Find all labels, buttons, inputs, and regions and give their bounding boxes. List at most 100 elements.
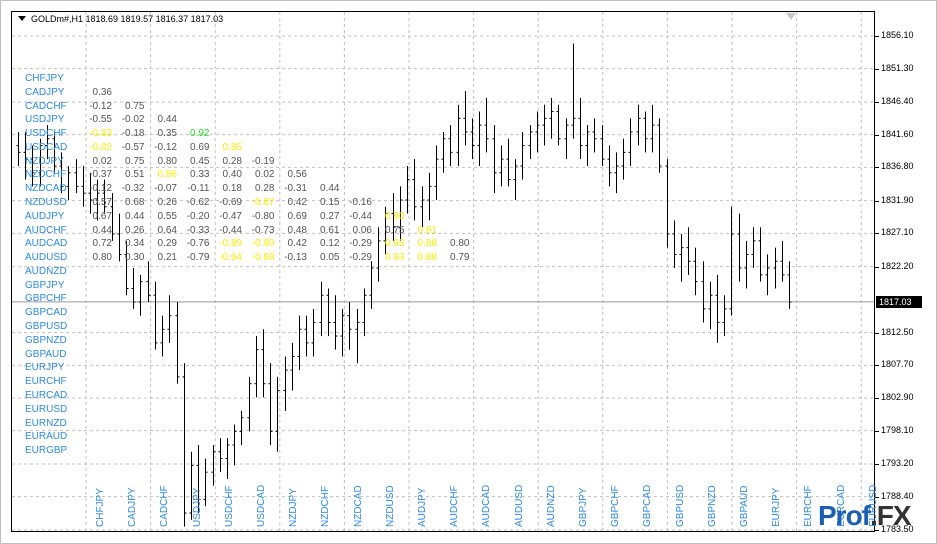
ohlc-bar[interactable] bbox=[110, 193, 115, 241]
ohlc-bar[interactable] bbox=[513, 159, 518, 200]
ohlc-bar[interactable] bbox=[571, 43, 576, 139]
ohlc-bar[interactable] bbox=[679, 234, 684, 282]
ohlc-bar[interactable] bbox=[708, 281, 713, 330]
ohlc-bar[interactable] bbox=[578, 97, 583, 160]
ohlc-bar[interactable] bbox=[167, 295, 172, 343]
chart-area[interactable] bbox=[11, 11, 875, 532]
ohlc-bar[interactable] bbox=[499, 145, 504, 187]
ohlc-bar[interactable] bbox=[520, 131, 525, 180]
ohlc-bar[interactable] bbox=[369, 261, 374, 309]
ohlc-bar[interactable] bbox=[600, 125, 605, 166]
ohlc-bar[interactable] bbox=[650, 104, 655, 153]
ohlc-bar[interactable] bbox=[441, 131, 446, 173]
ohlc-bar[interactable] bbox=[398, 186, 403, 241]
ohlc-bar[interactable] bbox=[124, 240, 129, 296]
ohlc-bar[interactable] bbox=[542, 104, 547, 146]
ohlc-bar[interactable] bbox=[470, 118, 475, 160]
ohlc-bar[interactable] bbox=[787, 261, 792, 309]
ohlc-bar[interactable] bbox=[412, 159, 417, 221]
ohlc-bar[interactable] bbox=[66, 165, 71, 200]
ohlc-bar[interactable] bbox=[102, 179, 107, 214]
ohlc-bar[interactable] bbox=[592, 118, 597, 153]
ohlc-bar[interactable] bbox=[456, 104, 461, 166]
ohlc-bar[interactable] bbox=[607, 145, 612, 187]
ohlc-bar[interactable] bbox=[146, 261, 151, 303]
ohlc-bar[interactable] bbox=[614, 152, 619, 194]
ohlc-bar[interactable] bbox=[153, 281, 158, 350]
chart-shift-marker-icon[interactable] bbox=[786, 13, 796, 20]
ohlc-bar[interactable] bbox=[477, 111, 482, 166]
ohlc-bar[interactable] bbox=[117, 213, 122, 262]
ohlc-bar[interactable] bbox=[628, 118, 633, 166]
ohlc-bar[interactable] bbox=[729, 206, 734, 316]
ohlc-bar[interactable] bbox=[247, 376, 252, 432]
ohlc-bar[interactable] bbox=[744, 240, 749, 289]
ohlc-bar[interactable] bbox=[448, 125, 453, 166]
ohlc-bar[interactable] bbox=[737, 213, 742, 282]
ohlc-bar[interactable] bbox=[30, 145, 35, 187]
ohlc-bar[interactable] bbox=[218, 438, 223, 473]
ohlc-bar[interactable] bbox=[182, 363, 187, 527]
ohlc-bar[interactable] bbox=[506, 138, 511, 187]
ohlc-bar[interactable] bbox=[297, 315, 302, 371]
ohlc-bar[interactable] bbox=[715, 274, 720, 343]
ohlc-bar[interactable] bbox=[74, 159, 79, 194]
ohlc-bar[interactable] bbox=[376, 227, 381, 282]
ohlc-bar[interactable] bbox=[686, 227, 691, 275]
ohlc-bar[interactable] bbox=[420, 186, 425, 228]
ohlc-bar[interactable] bbox=[38, 138, 43, 187]
symbol-header[interactable]: GOLDm#,H1 1818.69 1819.57 1816.37 1817.0… bbox=[18, 14, 223, 24]
ohlc-bar[interactable] bbox=[196, 444, 201, 513]
ohlc-bar[interactable] bbox=[45, 125, 50, 160]
ohlc-bar[interactable] bbox=[672, 220, 677, 269]
ohlc-bar[interactable] bbox=[722, 295, 727, 337]
ohlc-bar[interactable] bbox=[434, 145, 439, 200]
ohlc-bar[interactable] bbox=[621, 138, 626, 180]
ohlc-bar[interactable] bbox=[549, 97, 554, 139]
ohlc-bar[interactable] bbox=[492, 125, 497, 194]
ohlc-bar[interactable] bbox=[556, 104, 561, 146]
ohlc-bar[interactable] bbox=[758, 227, 763, 282]
ohlc-bar[interactable] bbox=[283, 356, 288, 411]
ohlc-bar[interactable] bbox=[780, 240, 785, 282]
ohlc-bar[interactable] bbox=[189, 451, 194, 520]
ohlc-bar[interactable] bbox=[160, 315, 165, 357]
ohlc-bar[interactable] bbox=[225, 438, 230, 479]
ohlc-bar[interactable] bbox=[355, 308, 360, 364]
ohlc-bar[interactable] bbox=[268, 363, 273, 445]
ohlc-bar[interactable] bbox=[528, 125, 533, 160]
ohlc-bar[interactable] bbox=[693, 247, 698, 296]
ohlc-bar[interactable] bbox=[643, 111, 648, 153]
ohlc-bar[interactable] bbox=[326, 288, 331, 337]
ohlc-bar[interactable] bbox=[131, 268, 136, 309]
ohlc-bar[interactable] bbox=[765, 254, 770, 296]
ohlc-bar[interactable] bbox=[585, 125, 590, 166]
ohlc-bar[interactable] bbox=[16, 131, 21, 166]
ohlc-bar[interactable] bbox=[138, 274, 143, 316]
ohlc-bar[interactable] bbox=[239, 410, 244, 445]
ohlc-bar[interactable] bbox=[564, 118, 569, 160]
ohlc-bar[interactable] bbox=[391, 193, 396, 241]
ohlc-bar[interactable] bbox=[751, 227, 756, 269]
ohlc-bar[interactable] bbox=[636, 104, 641, 146]
ohlc-bar[interactable] bbox=[290, 342, 295, 391]
ohlc-bar[interactable] bbox=[463, 91, 468, 146]
ohlc-bar[interactable] bbox=[203, 458, 208, 507]
ohlc-bar[interactable] bbox=[304, 315, 309, 357]
ohlc-bar[interactable] bbox=[81, 165, 86, 207]
ohlc-bar[interactable] bbox=[319, 281, 324, 337]
ohlc-bar[interactable] bbox=[665, 159, 670, 248]
ohlc-bar[interactable] bbox=[311, 308, 316, 357]
ohlc-bar[interactable] bbox=[59, 152, 64, 194]
ohlc-bar[interactable] bbox=[88, 172, 93, 214]
ohlc-bar[interactable] bbox=[261, 329, 266, 398]
ohlc-bar[interactable] bbox=[175, 302, 180, 384]
ohlc-bar[interactable] bbox=[52, 131, 57, 173]
ohlc-bar[interactable] bbox=[347, 302, 352, 350]
ohlc-bar[interactable] bbox=[254, 336, 259, 398]
ohlc-bar[interactable] bbox=[383, 206, 388, 255]
ohlc-bar[interactable] bbox=[427, 172, 432, 221]
ohlc-bar[interactable] bbox=[211, 444, 216, 486]
ohlc-bar[interactable] bbox=[23, 131, 28, 180]
